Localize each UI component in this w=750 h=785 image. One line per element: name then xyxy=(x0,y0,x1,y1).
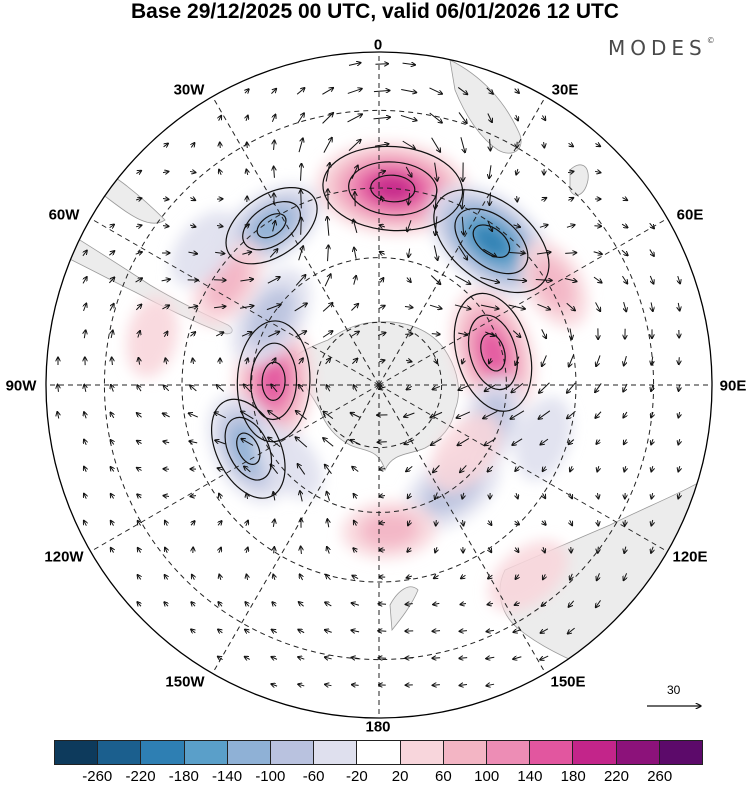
colorbar-tick-label: 180 xyxy=(561,768,586,785)
wind-arrow xyxy=(377,442,387,443)
colorbar-swatch xyxy=(617,741,660,764)
lon-label-120w: 120W xyxy=(44,549,83,566)
lon-label-150w: 150W xyxy=(165,674,204,691)
colorbar-tick-label: 260 xyxy=(647,768,672,785)
colorbar-tick-label: -260 xyxy=(82,768,112,785)
colorbar-tick-label: 60 xyxy=(435,768,452,785)
colorbar-tick-label: -20 xyxy=(346,768,368,785)
colorbar-tick-label: -140 xyxy=(212,768,242,785)
lon-label-60w: 60W xyxy=(49,207,80,224)
colorbar-tick-label: -220 xyxy=(126,768,156,785)
wind-arrow xyxy=(517,196,518,202)
colorbar-swatch xyxy=(141,741,184,764)
lon-label-0: 0 xyxy=(374,37,382,54)
colorbar-tick-label: 100 xyxy=(474,768,499,785)
colorbar-swatch xyxy=(314,741,357,764)
wind-arrow xyxy=(375,64,388,65)
colorbar-swatch xyxy=(357,741,400,764)
colorbar-swatch xyxy=(401,741,444,764)
colorbar-swatch xyxy=(444,741,487,764)
colorbar-swatch xyxy=(228,741,271,764)
colorbar-swatch xyxy=(98,741,141,764)
lon-label-120e: 120E xyxy=(672,549,707,566)
colorbar-swatch xyxy=(185,741,228,764)
wind-arrow xyxy=(220,142,221,148)
colorbar-tick-label: -180 xyxy=(169,768,199,785)
colorbar-tick-label: 20 xyxy=(392,768,409,785)
colorbar-tick-label: -100 xyxy=(255,768,285,785)
reference-vector-label: 30 xyxy=(667,683,680,697)
wind-arrow xyxy=(625,520,626,526)
lon-label-180: 180 xyxy=(365,719,390,736)
wind-arrow xyxy=(301,190,302,209)
lon-label-90e: 90E xyxy=(720,378,747,395)
wind-arrow xyxy=(679,357,680,364)
wind-arrow xyxy=(432,685,440,686)
colorbar-swatch xyxy=(530,741,573,764)
wind-arrow xyxy=(379,469,385,470)
wind-arrow xyxy=(405,334,413,335)
lon-label-60e: 60E xyxy=(677,207,704,224)
colorbar-tick-label: 140 xyxy=(517,768,542,785)
colorbar-swatch xyxy=(660,741,702,764)
colorbar-swatch xyxy=(573,741,616,764)
colorbar-tick-label: -60 xyxy=(303,768,325,785)
lon-label-30e: 30E xyxy=(552,82,579,99)
wind-arrow xyxy=(432,658,440,659)
colorbar-tick-label: 220 xyxy=(604,768,629,785)
wind-arrow xyxy=(328,189,329,209)
colorbar-swatch xyxy=(55,741,98,764)
colorbar-swatch xyxy=(487,741,530,764)
wind-arrow xyxy=(378,604,386,605)
wind-arrow xyxy=(432,631,440,632)
wind-arrow xyxy=(436,520,437,526)
wind-arrow xyxy=(598,547,599,554)
colorbar xyxy=(54,740,703,765)
lon-label-90w: 90W xyxy=(6,378,37,395)
wind-arrow xyxy=(301,217,302,235)
colorbar-swatch xyxy=(271,741,314,764)
lon-label-30w: 30W xyxy=(174,82,205,99)
wind-arrow xyxy=(378,631,387,632)
lon-label-150e: 150E xyxy=(550,674,585,691)
